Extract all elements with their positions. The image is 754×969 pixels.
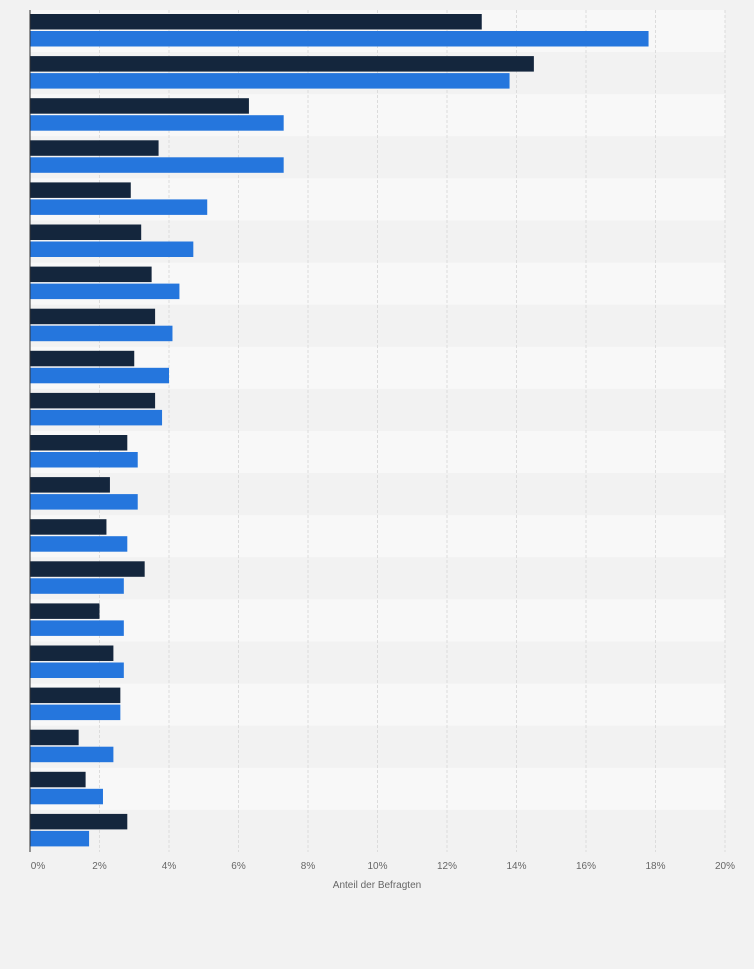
row-band: [30, 683, 725, 726]
bar-series-1-row-13[interactable]: [30, 519, 107, 535]
bar-series-2-row-12[interactable]: [30, 494, 138, 510]
x-tick-label: 18%: [645, 861, 665, 872]
bar-series-1-row-5[interactable]: [30, 182, 131, 198]
x-tick-label: 20%: [715, 861, 735, 872]
bar-series-2-row-8[interactable]: [30, 325, 173, 342]
bar-series-1-row-16[interactable]: [30, 645, 114, 662]
bar-series-1-row-7[interactable]: [30, 266, 152, 283]
bar-series-2-row-10[interactable]: [30, 409, 163, 426]
x-tick-label: 16%: [576, 861, 596, 872]
bar-series-2-row-3[interactable]: [30, 115, 284, 131]
x-tick-label: 4%: [162, 861, 177, 872]
x-tick-label: 14%: [506, 861, 526, 872]
bar-series-1-row-11[interactable]: [30, 435, 128, 451]
bar-series-1-row-19[interactable]: [30, 771, 86, 788]
bar-series-2-row-15[interactable]: [30, 620, 124, 636]
bar-series-1-row-3[interactable]: [30, 98, 249, 114]
bar-series-1-row-6[interactable]: [30, 224, 142, 241]
bar-series-2-row-2[interactable]: [30, 73, 510, 89]
x-tick-label: 0%: [31, 861, 46, 872]
bar-series-1-row-2[interactable]: [30, 56, 534, 72]
bar-series-2-row-1[interactable]: [30, 31, 649, 47]
bar-series-2-row-17[interactable]: [30, 704, 121, 721]
bar-series-1-row-8[interactable]: [30, 308, 156, 325]
bar-series-2-row-19[interactable]: [30, 788, 103, 805]
bar-series-2-row-20[interactable]: [30, 830, 90, 847]
bar-series-2-row-5[interactable]: [30, 199, 208, 215]
x-tick-label: 8%: [301, 861, 316, 872]
bar-series-1-row-4[interactable]: [30, 140, 159, 156]
bar-series-1-row-12[interactable]: [30, 477, 110, 493]
bar-series-2-row-18[interactable]: [30, 746, 114, 763]
x-tick-label: 6%: [231, 861, 246, 872]
x-tick-label: 10%: [367, 861, 387, 872]
bar-series-1-row-10[interactable]: [30, 392, 156, 409]
bar-series-1-row-20[interactable]: [30, 813, 128, 830]
bar-series-2-row-4[interactable]: [30, 157, 284, 173]
bar-series-1-row-1[interactable]: [30, 14, 482, 30]
bar-series-1-row-17[interactable]: [30, 687, 121, 704]
row-band: [30, 767, 725, 810]
bar-series-2-row-14[interactable]: [30, 578, 124, 594]
bar-series-1-row-14[interactable]: [30, 561, 145, 577]
x-tick-label: 12%: [437, 861, 457, 872]
x-axis-title: Anteil der Befragten: [333, 880, 421, 891]
bar-series-2-row-7[interactable]: [30, 283, 180, 300]
bar-series-1-row-9[interactable]: [30, 350, 135, 367]
bar-series-2-row-11[interactable]: [30, 452, 138, 468]
x-tick-label: 2%: [92, 861, 107, 872]
bar-series-2-row-6[interactable]: [30, 241, 194, 258]
bar-series-1-row-15[interactable]: [30, 603, 100, 619]
bar-series-2-row-9[interactable]: [30, 367, 169, 384]
bar-series-1-row-18[interactable]: [30, 729, 79, 746]
bar-series-2-row-13[interactable]: [30, 536, 128, 552]
bar-series-2-row-16[interactable]: [30, 662, 124, 679]
